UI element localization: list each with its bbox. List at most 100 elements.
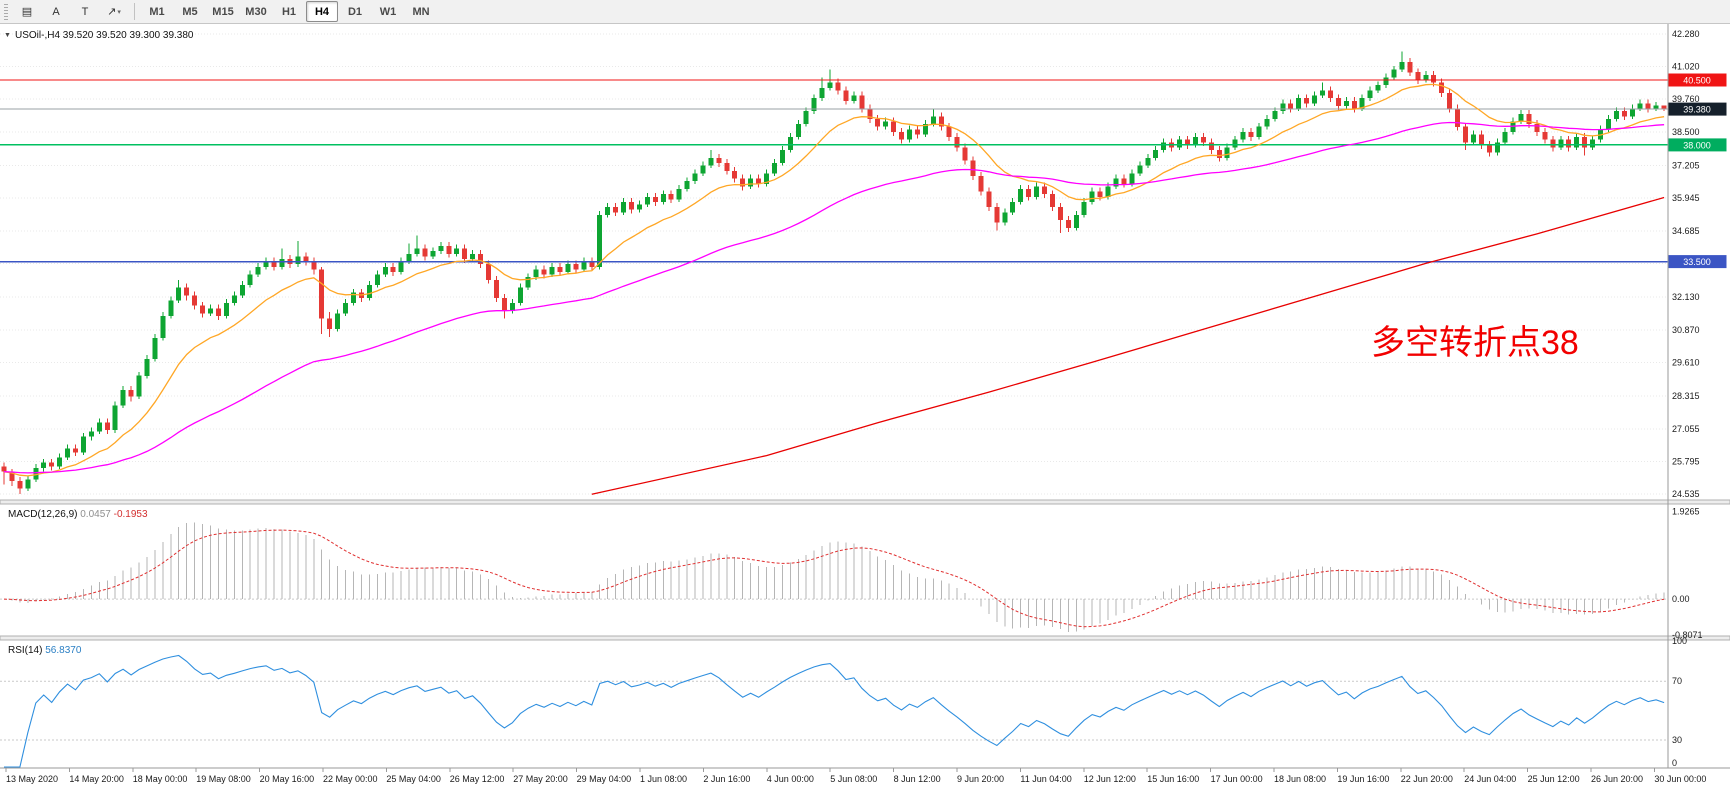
svg-text:38.000: 38.000 [1683, 140, 1711, 150]
svg-text:26 May 12:00: 26 May 12:00 [450, 774, 505, 784]
svg-text:9 Jun 20:00: 9 Jun 20:00 [957, 774, 1004, 784]
svg-text:30.870: 30.870 [1672, 325, 1700, 335]
timeframe-button-m15[interactable]: M15 [212, 5, 234, 18]
svg-text:15 Jun 16:00: 15 Jun 16:00 [1147, 774, 1199, 784]
svg-text:19 May 08:00: 19 May 08:00 [196, 774, 251, 784]
charts-grid-button[interactable]: ▤ [13, 1, 41, 22]
rsi-label: RSI(14) 56.8370 [8, 645, 82, 656]
moving-averages [3, 83, 1665, 495]
timeframe-button-h1[interactable]: H1 [281, 5, 297, 18]
time-axis[interactable]: 13 May 2020 14 May 20:00 18 May 00:00 19 Ma… [0, 767, 1730, 784]
svg-text:17 Jun 00:00: 17 Jun 00:00 [1211, 774, 1263, 784]
grid-lines [0, 33, 1668, 495]
price-axis[interactable]: 42.280 41.020 39.760 38.500 37.205 35.945 34.6… [1667, 24, 1727, 768]
ma-medium-line [3, 121, 1665, 474]
svg-text:18 Jun 08:00: 18 Jun 08:00 [1274, 774, 1326, 784]
timeframe-button-w1[interactable]: W1 [379, 5, 397, 18]
rsi-line [4, 654, 1665, 768]
svg-text:22 May 00:00: 22 May 00:00 [323, 774, 378, 784]
svg-text:100: 100 [1672, 636, 1687, 646]
svg-text:30: 30 [1672, 735, 1682, 745]
svg-text:24 Jun 04:00: 24 Jun 04:00 [1464, 774, 1516, 784]
svg-text:20 May 16:00: 20 May 16:00 [260, 774, 315, 784]
toolbar: ▤ A T ↗ ▾ M1 M5 M15 M30 H1 H4 D1 W1 MN [0, 0, 1730, 24]
chart-annotation: 多空转折点38 [1371, 324, 1579, 362]
text-tool-icon: T [81, 5, 89, 18]
timeframe-button-h4[interactable]: H4 [306, 1, 338, 22]
chart-area[interactable]: ▼ USOil-,H4 39.520 39.520 39.300 39.380 多空… [0, 24, 1730, 792]
svg-text:18 May 00:00: 18 May 00:00 [133, 774, 188, 784]
svg-text:33.500: 33.500 [1683, 257, 1711, 267]
svg-text:39.380: 39.380 [1683, 105, 1711, 115]
text-tool-button[interactable]: T [71, 1, 99, 22]
timeframe-buttons-group: M1 M5 M15 M30 H1 H4 D1 W1 MN [141, 1, 437, 22]
svg-text:4 Jun 00:00: 4 Jun 00:00 [767, 774, 814, 784]
svg-text:13 May 2020: 13 May 2020 [6, 774, 58, 784]
price-badge-38.000: 38.000 [1668, 138, 1727, 152]
svg-text:1.9265: 1.9265 [1672, 506, 1700, 516]
svg-text:14 May 20:00: 14 May 20:00 [69, 774, 124, 784]
line-studies-icon: ↗ [107, 6, 117, 18]
macd-signal-line [3, 529, 1665, 628]
svg-text:22 Jun 20:00: 22 Jun 20:00 [1401, 774, 1453, 784]
svg-text:0.00: 0.00 [1672, 594, 1690, 604]
svg-text:25 Jun 12:00: 25 Jun 12:00 [1528, 774, 1580, 784]
svg-text:32.130: 32.130 [1672, 292, 1700, 302]
svg-text:41.020: 41.020 [1672, 62, 1700, 72]
svg-text:-0.8071: -0.8071 [1672, 630, 1703, 640]
trading-chart[interactable]: ▼ USOil-,H4 39.520 39.520 39.300 39.380 多空… [0, 24, 1730, 792]
ma-slow-line [591, 196, 1665, 495]
timeframe-button-m5[interactable]: M5 [182, 5, 198, 18]
cursor-tool-button[interactable]: A [42, 1, 70, 22]
svg-text:40.500: 40.500 [1683, 76, 1711, 86]
svg-text:12 Jun 12:00: 12 Jun 12:00 [1084, 774, 1136, 784]
timeframe-button-mn[interactable]: MN [412, 5, 430, 18]
cursor-tool-icon: A [52, 5, 60, 18]
price-badge-40.500: 40.500 [1668, 73, 1727, 87]
svg-text:38.500: 38.500 [1672, 127, 1700, 137]
svg-text:26 Jun 20:00: 26 Jun 20:00 [1591, 774, 1643, 784]
timeframe-button-d1[interactable]: D1 [347, 5, 363, 18]
svg-text:2 Jun 16:00: 2 Jun 16:00 [703, 774, 750, 784]
svg-text:30 Jun 00:00: 30 Jun 00:00 [1654, 774, 1706, 784]
toolbar-separator [134, 3, 135, 20]
line-studies-button[interactable]: ↗ ▾ [100, 1, 128, 22]
timeframe-button-m1[interactable]: M1 [149, 5, 165, 18]
svg-text:0: 0 [1672, 758, 1677, 768]
symbol-ohlc-title: USOil-,H4 39.520 39.520 39.300 39.380 [15, 30, 194, 41]
price-badge-39.380: 39.380 [1668, 102, 1727, 116]
svg-text:37.205: 37.205 [1672, 161, 1700, 171]
svg-text:42.280: 42.280 [1672, 29, 1700, 39]
svg-text:34.685: 34.685 [1672, 226, 1700, 236]
svg-text:29 May 04:00: 29 May 04:00 [577, 774, 632, 784]
chevron-down-icon: ▾ [117, 8, 121, 16]
svg-text:39.760: 39.760 [1672, 94, 1700, 104]
collapse-triangle-icon: ▼ [4, 32, 11, 39]
svg-text:25 May 04:00: 25 May 04:00 [386, 774, 441, 784]
macd-label: MACD(12,26,9) 0.0457 -0.1953 [8, 509, 148, 520]
svg-text:27.055: 27.055 [1672, 424, 1700, 434]
svg-text:1 Jun 08:00: 1 Jun 08:00 [640, 774, 687, 784]
charts-grid-icon: ▤ [21, 6, 33, 18]
timeframe-button-m30[interactable]: M30 [245, 5, 267, 18]
panel-separators[interactable] [0, 499, 1730, 641]
candles [1, 51, 1667, 494]
svg-text:35.945: 35.945 [1672, 193, 1700, 203]
ma-fast-line [3, 83, 1665, 477]
svg-text:27 May 20:00: 27 May 20:00 [513, 774, 568, 784]
svg-text:5 Jun 08:00: 5 Jun 08:00 [830, 774, 877, 784]
svg-text:8 Jun 12:00: 8 Jun 12:00 [894, 774, 941, 784]
svg-text:70: 70 [1672, 676, 1682, 686]
macd-histogram [11, 522, 1665, 632]
chart-title: ▼ USOil-,H4 39.520 39.520 39.300 39.380 [4, 30, 194, 41]
tool-buttons-group: ▤ A T ↗ ▾ [13, 1, 128, 22]
svg-text:28.315: 28.315 [1672, 391, 1700, 401]
price-badge-33.500: 33.500 [1668, 255, 1727, 269]
horizontal-price-lines[interactable] [0, 79, 1668, 263]
svg-text:11 Jun 04:00: 11 Jun 04:00 [1020, 774, 1071, 784]
toolbar-drag-handle[interactable] [4, 3, 8, 20]
svg-text:25.795: 25.795 [1672, 457, 1700, 467]
svg-text:19 Jun 16:00: 19 Jun 16:00 [1337, 774, 1389, 784]
svg-text:29.610: 29.610 [1672, 358, 1700, 368]
svg-text:24.535: 24.535 [1672, 489, 1700, 499]
